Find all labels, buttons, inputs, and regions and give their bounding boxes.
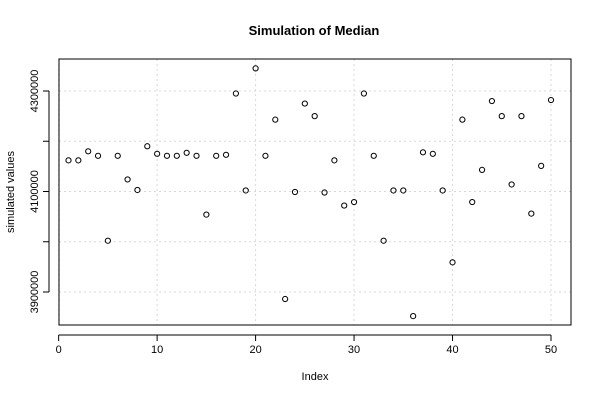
data-point: [173, 152, 180, 159]
data-point: [291, 188, 299, 196]
x-tick-label: 10: [151, 344, 163, 356]
data-point: [547, 96, 555, 104]
data-point: [301, 100, 308, 107]
y-tick-label: 4300000: [29, 70, 41, 113]
data-point: [94, 152, 102, 159]
data-point: [390, 187, 397, 194]
data-point: [419, 149, 427, 156]
data-point: [370, 152, 377, 159]
data-point: [400, 187, 407, 194]
data-point: [469, 198, 476, 206]
data-point: [213, 152, 220, 159]
data-point: [203, 211, 210, 218]
grid: [58, 59, 571, 325]
data-point: [272, 116, 279, 123]
plot-box: [58, 58, 572, 326]
data-point: [341, 202, 348, 209]
data-point: [429, 150, 436, 157]
x-tick-label: 40: [446, 344, 458, 356]
data-point: [124, 176, 131, 183]
data-point: [311, 113, 318, 120]
data-point: [232, 90, 239, 97]
data-point: [350, 198, 358, 206]
y-axis: 3900000 4100000 4300000: [29, 70, 50, 314]
data-point: [65, 157, 72, 164]
data-point: [252, 65, 259, 72]
data-point: [75, 157, 82, 164]
x-axis: 0 10 20 30 40 50: [56, 334, 557, 356]
data-point: [449, 259, 456, 266]
data-point: [144, 143, 151, 150]
x-tick-label: 0: [56, 344, 62, 356]
data-point: [262, 152, 269, 159]
data-point: [163, 152, 171, 159]
data-point: [518, 113, 525, 120]
data-point: [498, 113, 505, 120]
data-point: [321, 189, 328, 196]
y-tick-label: 4100000: [29, 170, 41, 213]
data-point: [528, 210, 535, 217]
y-axis-label: simulated values: [5, 151, 17, 233]
data-point: [282, 295, 289, 303]
data-point: [114, 152, 121, 159]
x-tick-label: 50: [545, 344, 557, 356]
data-points: [65, 65, 555, 320]
data-point: [410, 313, 417, 320]
data-point: [85, 148, 92, 155]
data-point: [183, 149, 190, 156]
data-point: [478, 166, 486, 173]
data-point: [134, 186, 141, 194]
data-point: [538, 162, 545, 169]
data-point: [508, 181, 515, 188]
data-point: [242, 187, 249, 194]
data-point: [360, 90, 368, 97]
data-point: [104, 237, 111, 244]
data-point: [380, 237, 387, 244]
x-tick-label: 20: [249, 344, 261, 356]
data-point: [154, 150, 161, 157]
x-axis-label: Index: [302, 371, 329, 383]
data-point: [488, 97, 496, 105]
data-point: [459, 116, 466, 123]
data-point: [193, 152, 200, 159]
chart-title: Simulation of Median: [249, 23, 380, 38]
data-point: [439, 187, 446, 194]
x-tick-label: 30: [348, 344, 360, 356]
data-point: [331, 157, 338, 164]
data-point: [222, 151, 230, 158]
y-tick-label: 3900000: [29, 271, 41, 314]
